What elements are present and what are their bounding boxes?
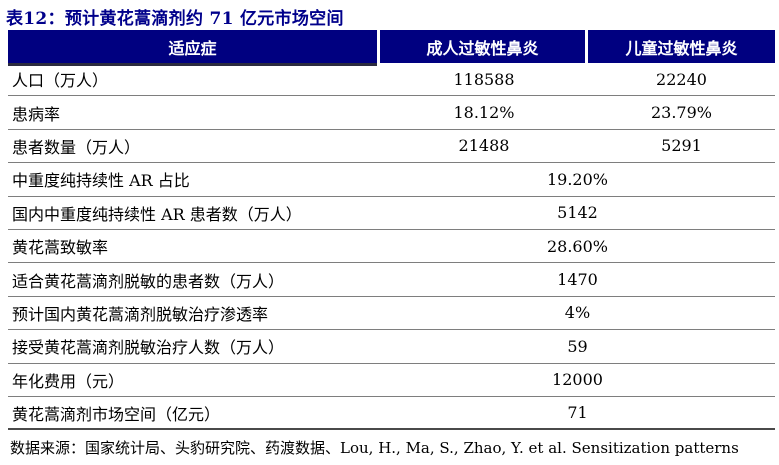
row-label: 黄花蒿滴剂市场空间（亿元）: [12, 404, 221, 424]
row-value-child: 23.79%: [650, 103, 712, 123]
table-row: 接受黄花蒿滴剂脱敏治疗人数（万人） 59: [8, 330, 775, 364]
row-value-merged: 19.20%: [546, 169, 608, 189]
table-title: 表12：预计黄花蒿滴剂约 71 亿元市场空间: [6, 9, 344, 29]
row-label: 患者数量（万人）: [12, 137, 141, 157]
table-row: 国内中重度纯持续性 AR 患者数（万人） 5142: [8, 197, 775, 230]
table-row: 患者数量（万人） 21488 5291: [8, 130, 775, 164]
row-value-merged: 5142: [557, 203, 598, 223]
row-value-adult: 18.12%: [453, 103, 515, 123]
row-label: 适合黄花蒿滴剂脱敏的患者数（万人）: [12, 271, 285, 291]
row-value-adult: 118588: [453, 69, 515, 89]
table-body: 人口（万人） 118588 22240 患病率 18.12% 23.79% 患者…: [8, 63, 775, 431]
table-row: 黄花蒿致敏率 28.60%: [8, 230, 775, 264]
table-row: 人口（万人） 118588 22240: [8, 63, 775, 97]
row-label: 黄花蒿致敏率: [12, 238, 109, 258]
market-space-table: 适应症 成人过敏性鼻炎 儿童过敏性鼻炎 人口（万人） 118588 22240 …: [8, 30, 775, 431]
row-label: 年化费用（元）: [12, 371, 125, 391]
row-value-merged: 71: [567, 403, 588, 423]
row-value-adult: 21488: [458, 136, 510, 156]
column-header-adult-allergic-rhinitis: 成人过敏性鼻炎: [380, 30, 585, 63]
table-row: 适合黄花蒿滴剂脱敏的患者数（万人） 1470: [8, 263, 775, 297]
row-label: 国内中重度纯持续性 AR 患者数（万人）: [12, 204, 302, 224]
row-label: 接受黄花蒿滴剂脱敏治疗人数（万人）: [12, 338, 285, 358]
table-header-row: 适应症 成人过敏性鼻炎 儿童过敏性鼻炎: [8, 30, 775, 63]
table-row: 预计国内黄花蒿滴剂脱敏治疗渗透率 4%: [8, 297, 775, 331]
row-label: 中重度纯持续性 AR 占比: [12, 171, 190, 191]
column-header-indication: 适应症: [8, 30, 377, 63]
row-value-merged: 28.60%: [546, 236, 608, 256]
row-label: 预计国内黄花蒿滴剂脱敏治疗渗透率: [12, 304, 269, 324]
row-label: 人口（万人）: [12, 71, 109, 91]
data-source: 数据来源：国家统计局、头豹研究院、药渡数据、Lou, H., Ma, S., Z…: [10, 439, 739, 457]
row-value-child: 5291: [661, 136, 702, 156]
row-value-merged: 1470: [557, 270, 598, 290]
table-row: 中重度纯持续性 AR 占比 19.20%: [8, 163, 775, 197]
row-value-merged: 59: [567, 336, 588, 356]
row-value-merged: 4%: [564, 303, 591, 323]
row-value-child: 22240: [656, 69, 707, 89]
table-row: 年化费用（元） 12000: [8, 364, 775, 397]
table-row: 黄花蒿滴剂市场空间（亿元） 71: [8, 397, 775, 431]
row-value-merged: 12000: [552, 370, 603, 390]
column-header-child-allergic-rhinitis: 儿童过敏性鼻炎: [588, 30, 775, 63]
table-row: 患病率 18.12% 23.79%: [8, 96, 775, 130]
row-label: 患病率: [12, 104, 61, 124]
